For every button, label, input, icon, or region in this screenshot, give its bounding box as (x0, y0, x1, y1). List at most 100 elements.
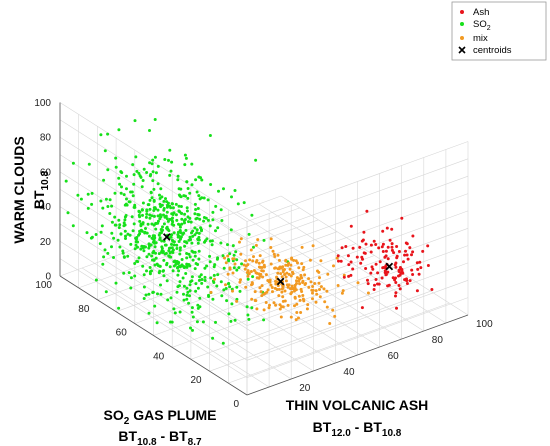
data-point (235, 268, 239, 272)
data-point (164, 243, 168, 247)
data-point (119, 191, 123, 195)
data-point (131, 163, 135, 167)
data-point (153, 155, 157, 159)
data-point (128, 200, 132, 204)
data-point (191, 229, 195, 233)
data-point (138, 232, 142, 236)
data-point (137, 210, 141, 214)
data-point (405, 282, 409, 285)
data-point (139, 228, 143, 232)
data-point (145, 269, 148, 273)
data-point (271, 249, 275, 253)
data-point (281, 284, 285, 287)
data-point (376, 282, 379, 286)
data-point (246, 274, 250, 278)
gridline-floor (258, 203, 447, 324)
data-point (243, 267, 247, 271)
data-point (178, 248, 182, 252)
data-point (395, 306, 398, 310)
data-point (264, 273, 268, 277)
data-point (418, 260, 422, 264)
data-point (370, 265, 374, 269)
data-point (232, 253, 236, 257)
data-point (219, 280, 223, 284)
data-point (356, 281, 360, 285)
data-point (159, 187, 163, 191)
data-point (162, 208, 166, 212)
data-point (308, 258, 312, 262)
data-point (153, 118, 157, 121)
data-point (132, 222, 136, 226)
data-point (351, 246, 355, 250)
data-point (123, 223, 127, 227)
centroid-marker (276, 277, 285, 286)
data-point (145, 171, 149, 174)
data-point (185, 206, 189, 210)
data-point (274, 282, 278, 286)
data-point (249, 248, 253, 252)
data-point (300, 262, 304, 266)
data-point (244, 285, 248, 289)
data-point (411, 250, 415, 254)
data-point (325, 289, 329, 293)
data-point (390, 242, 394, 246)
data-point (251, 259, 255, 263)
data-point (134, 155, 138, 159)
data-point (208, 260, 212, 264)
centroid-marker (385, 262, 394, 271)
data-point (178, 210, 182, 214)
data-point (372, 239, 376, 243)
data-point (147, 242, 151, 246)
data-point (86, 192, 90, 196)
data-point (421, 249, 425, 253)
data-point (130, 215, 134, 219)
data-point (289, 315, 293, 319)
data-point (206, 218, 210, 222)
data-point (170, 242, 173, 246)
data-point (110, 220, 114, 224)
data-point (154, 171, 158, 175)
data-point (395, 245, 399, 248)
data-point (141, 179, 145, 182)
data-point (124, 202, 128, 206)
gridline-floor (78, 207, 300, 289)
data-point (262, 238, 266, 242)
data-point (203, 275, 207, 279)
data-point (238, 240, 241, 244)
data-point (234, 250, 238, 254)
data-point (167, 249, 171, 253)
data-point (381, 229, 385, 233)
data-point (281, 299, 285, 303)
data-point (180, 217, 184, 221)
data-point (162, 222, 166, 226)
data-point (126, 254, 130, 258)
data-point (360, 255, 364, 259)
data-point (298, 298, 302, 302)
data-point (251, 275, 255, 279)
data-point (198, 217, 202, 221)
data-point (280, 290, 284, 294)
data-point (340, 246, 344, 250)
data-point (303, 283, 307, 286)
data-point (245, 305, 249, 309)
data-point (178, 246, 182, 250)
data-point (295, 276, 299, 280)
data-point (301, 268, 305, 272)
data-point (201, 320, 205, 324)
data-point (182, 219, 186, 223)
data-point (261, 275, 265, 279)
data-point (214, 320, 217, 324)
data-point (406, 257, 410, 261)
data-point (247, 232, 251, 236)
data-point (196, 263, 200, 266)
data-point (160, 247, 164, 250)
data-point (277, 294, 281, 298)
data-point (209, 183, 213, 186)
data-point (151, 290, 155, 294)
data-point (258, 254, 262, 258)
data-point (197, 175, 201, 179)
legend-item-mix: mix (460, 33, 488, 44)
data-point (255, 307, 259, 311)
data-point (177, 222, 180, 226)
z-tick-label: 40 (40, 202, 52, 213)
